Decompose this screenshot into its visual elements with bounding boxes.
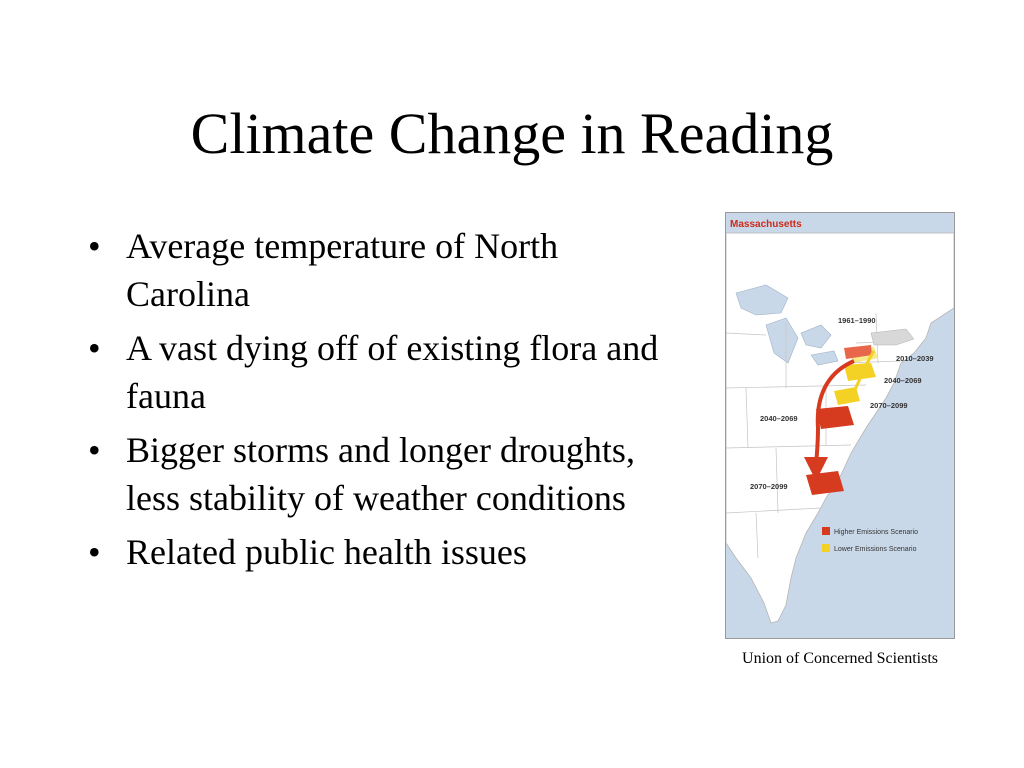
bullet-marker: • — [88, 532, 101, 572]
bullet-marker: • — [88, 328, 101, 368]
lake-shape — [735, 284, 789, 316]
lake-shape — [800, 324, 832, 349]
legend-label-higher: Higher Emissions Scenario — [834, 529, 918, 536]
bullet-list: • Average temperature of North Carolina … — [84, 222, 684, 582]
legend-swatch-lower — [822, 544, 830, 552]
label-higher-2070: 2070–2099 — [750, 482, 788, 491]
label-baseline: 1961–1990 — [838, 316, 876, 325]
baseline-region — [870, 328, 915, 346]
lower-migration-arrow — [849, 350, 876, 399]
label-higher-2040: 2040–2069 — [760, 414, 798, 423]
bullet-item: • Bigger storms and longer droughts, les… — [84, 426, 684, 522]
climate-migration-map: Massachusetts 1961–1990 2010–2039 2040–2… — [725, 212, 955, 639]
legend-swatch-higher — [822, 527, 830, 535]
legend-label-lower: Lower Emissions Scenario — [834, 546, 917, 553]
label-lower-2010: 2010–2039 — [896, 354, 934, 363]
bullet-marker: • — [88, 226, 101, 266]
lake-shape — [810, 350, 839, 366]
label-lower-2040: 2040–2069 — [884, 376, 922, 385]
lake-shape — [765, 317, 799, 364]
bullet-text: Bigger storms and longer droughts, less … — [126, 430, 635, 518]
map-graphic: Massachusetts 1961–1990 2010–2039 2040–2… — [726, 213, 954, 638]
bullet-text: Related public health issues — [126, 532, 527, 572]
higher-migration-arrow — [804, 359, 855, 481]
label-lower-2070: 2070–2099 — [870, 401, 908, 410]
map-heading: Massachusetts — [730, 219, 802, 230]
bullet-text: Average temperature of North Carolina — [126, 226, 559, 314]
higher-2040-region — [816, 406, 854, 429]
bullet-item: • A vast dying off of existing flora and… — [84, 324, 684, 420]
bullet-item: • Related public health issues — [84, 528, 684, 576]
image-credit: Union of Concerned Scientists — [742, 650, 938, 667]
higher-2010-region — [844, 345, 872, 359]
lower-2040-region — [844, 363, 876, 381]
bullet-text: A vast dying off of existing flora and f… — [126, 328, 659, 416]
higher-2070-region — [806, 471, 844, 495]
bullet-item: • Average temperature of North Carolina — [84, 222, 684, 318]
bullet-marker: • — [88, 430, 101, 470]
slide-title: Climate Change in Reading — [190, 101, 834, 166]
